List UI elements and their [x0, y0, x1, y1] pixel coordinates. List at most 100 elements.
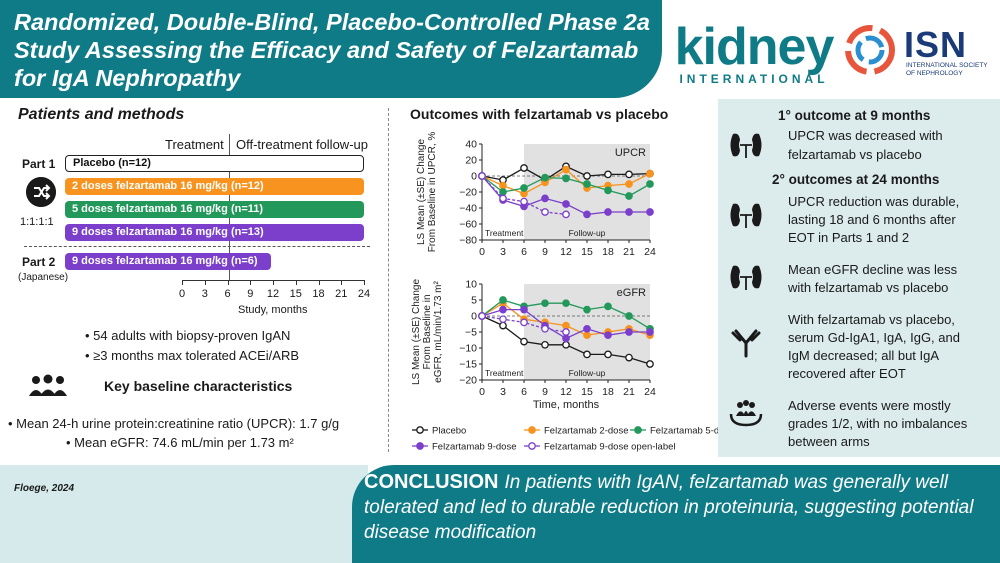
kidney-icon — [730, 203, 762, 228]
y-tick-label: 40 — [465, 139, 477, 151]
x-tick-label: 18 — [602, 246, 614, 258]
data-point — [478, 312, 486, 320]
y-axis-label: LS Mean (±SE) Change — [416, 139, 427, 246]
y-tick-label: 5 — [471, 295, 477, 307]
followup-period-label: Follow-up — [569, 368, 606, 378]
arm-part2-bar: 9 doses felzartamab 16 mg/kg (n=6) — [65, 253, 271, 270]
page-title: Randomized, Double-Blind, Placebo-Contro… — [14, 9, 650, 91]
x-tick-label: 0 — [479, 246, 485, 258]
baseline-upcr: • Mean 24-h urine protein:creatinine rat… — [8, 416, 340, 431]
data-point — [625, 192, 633, 200]
x-tick-label: 24 — [644, 386, 656, 398]
data-point — [562, 334, 570, 343]
y-tick-label: −60 — [459, 219, 477, 231]
data-point — [478, 172, 486, 180]
data-point — [562, 174, 570, 183]
study-axis-tick-label: 0 — [178, 288, 186, 300]
data-point — [520, 184, 528, 192]
x-tick-label: 15 — [581, 386, 593, 398]
data-point — [520, 337, 528, 346]
treatment-label: Treatment — [165, 137, 224, 152]
secondary-1-line-1: UPCR reduction was durable, — [788, 194, 960, 209]
secondary-3-line-2: serum Gd-IgA1, IgA, IgG, and — [788, 330, 960, 345]
part-divider — [24, 246, 370, 247]
legend-marker — [528, 426, 536, 434]
data-point — [541, 173, 549, 182]
data-point — [604, 302, 612, 311]
randomize-shuffle-icon — [26, 177, 56, 207]
secondary-2-line-1: Mean eGFR decline was less — [788, 262, 958, 277]
methods-bullet-1: • 54 adults with biopsy-proven IgAN — [85, 328, 291, 343]
data-point — [583, 324, 591, 333]
y-tick-label: −40 — [459, 203, 477, 215]
data-point — [583, 350, 591, 359]
followup-shade — [524, 144, 650, 240]
citation: Floege, 2024 — [14, 483, 75, 494]
legend-label: Felzartamab 2-dose — [544, 426, 628, 437]
data-point — [562, 328, 570, 336]
x-tick-label: 24 — [644, 246, 656, 258]
followup-period-label: Follow-up — [569, 228, 606, 238]
y-tick-label: 0 — [471, 311, 477, 323]
data-point — [646, 169, 654, 178]
legend-label: Felzartamab 9-dose — [432, 442, 516, 453]
study-axis-tick — [318, 280, 320, 285]
chart-title: UPCR — [615, 147, 646, 159]
legend-marker — [528, 442, 536, 450]
secondary-3-line-1: With felzartamab vs placebo, — [788, 312, 955, 327]
randomization-ratio: 1:1:1:1 — [20, 216, 54, 228]
study-axis-label: Study, months — [238, 304, 308, 316]
safety-line-1: Adverse events were mostly — [788, 398, 951, 413]
legend-label: Felzartamab 9-dose open-label — [544, 442, 676, 453]
primary-outcome-line-1: UPCR was decreased with — [788, 128, 943, 143]
isn-logo-word: ISN — [904, 24, 968, 65]
kidney-international-logo: kidney INTERNATIONAL — [674, 21, 835, 86]
methods-bullet-2: • ≥3 months max tolerated ACEi/ARB — [85, 348, 299, 363]
methods-title: Patients and methods — [18, 106, 185, 123]
data-point — [499, 296, 507, 304]
y-tick-label: −10 — [459, 343, 477, 355]
data-point — [562, 299, 570, 308]
secondary-1-line-2: lasting 18 and 6 months after — [788, 212, 956, 227]
data-point — [499, 305, 507, 314]
outcomes-title: Outcomes with felzartamab vs placebo — [410, 106, 669, 122]
data-point — [625, 208, 633, 216]
baseline-egfr: • Mean eGFR: 74.6 mL/min per 1.73 m² — [66, 435, 294, 450]
data-point — [499, 315, 507, 324]
data-point — [604, 186, 612, 195]
study-axis-tick — [364, 280, 365, 285]
data-point — [583, 305, 591, 314]
data-point — [499, 188, 507, 196]
x-tick-label: 9 — [542, 246, 548, 258]
x-tick-label: 12 — [560, 246, 572, 258]
part2-subtitle: (Japanese) — [18, 272, 69, 283]
secondary-2-line-2: with felzartamab vs placebo — [788, 280, 949, 295]
y-tick-label: 10 — [465, 279, 477, 291]
y-axis-label: From Baseline in UPCR, % — [427, 132, 438, 253]
legend-marker — [416, 442, 424, 450]
x-tick-label: 0 — [479, 386, 485, 398]
title-band — [0, 0, 662, 98]
data-point — [646, 180, 654, 188]
data-point — [562, 165, 570, 174]
data-point — [562, 200, 570, 208]
isn-emblem-icon — [845, 25, 895, 75]
conclusion-text: In patients with IgAN, felzartamab was g… — [364, 472, 974, 543]
data-point — [520, 318, 528, 327]
arm-2dose-bar: 2 doses felzartamab 16 mg/kg (n=12) — [65, 178, 364, 195]
y-axis-label: From Baseline in — [422, 294, 433, 369]
data-point — [604, 350, 612, 359]
x-tick-label: 6 — [521, 246, 527, 258]
study-axis-tick — [227, 280, 229, 285]
arm-9dose-bar: 9 doses felzartamab 16 mg/kg (n=13) — [65, 224, 364, 241]
data-point — [541, 299, 549, 308]
study-axis-tick — [273, 280, 274, 285]
data-point — [583, 180, 591, 188]
x-axis-label: Time, months — [533, 399, 600, 411]
data-point — [625, 328, 633, 336]
secondary-3-line-4: recovered after EOT — [788, 366, 906, 381]
baseline-title: Key baseline characteristics — [104, 378, 293, 394]
data-point — [646, 328, 654, 336]
data-point — [541, 194, 549, 203]
safety-line-3: between arms — [788, 434, 870, 449]
